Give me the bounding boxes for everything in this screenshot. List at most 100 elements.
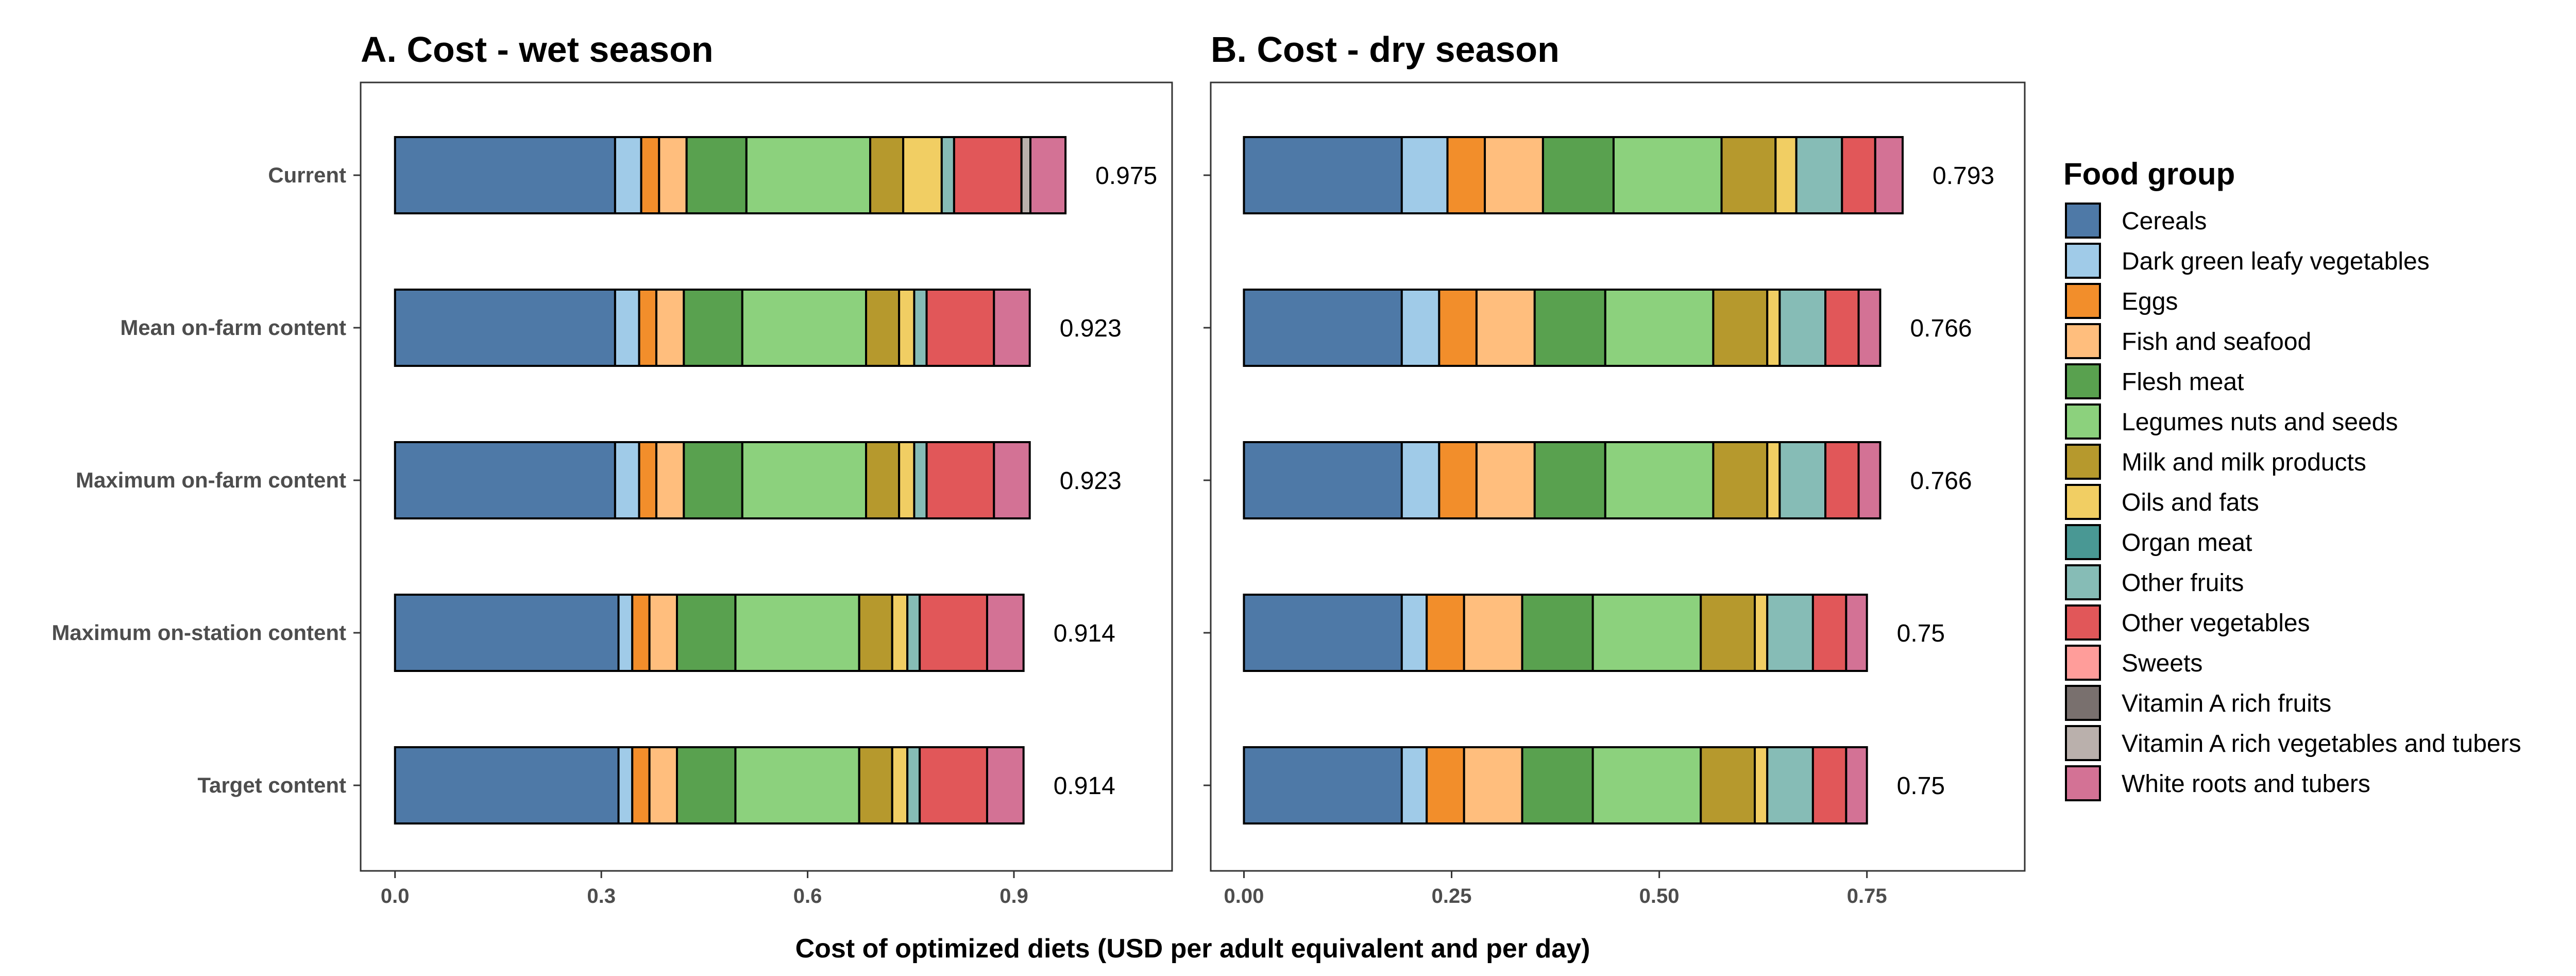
legend-swatch-other-vegetables bbox=[2065, 604, 2101, 641]
bar-segment-wet-maximum-on-farm-content-fish-and-seafood bbox=[655, 441, 685, 519]
panel-wet-season: A. Cost - wet season Current Mean on-farm… bbox=[52, 29, 1173, 907]
x-axis-label: Cost of optimized diets (USD per adult e… bbox=[795, 934, 1590, 964]
bar-segment-dry-current-fish-and-seafood bbox=[1484, 136, 1544, 214]
legend-title: Food group bbox=[2063, 157, 2235, 191]
bar-segment-wet-maximum-on-farm-content-other-fruits bbox=[913, 441, 928, 519]
bar-segment-wet-mean-on-farm-content-dark-green-leafy-vegetables bbox=[614, 289, 640, 367]
total-label-dry-target-content: 0.75 bbox=[1897, 772, 1945, 800]
bar-segment-wet-mean-on-farm-content-cereals bbox=[394, 289, 616, 367]
bar-segment-wet-maximum-on-station-content-oils-and-fats bbox=[891, 594, 909, 672]
bar-segment-wet-mean-on-farm-content-fish-and-seafood bbox=[655, 289, 685, 367]
bar-segment-wet-maximum-on-farm-content-milk-and-milk-products bbox=[865, 441, 901, 519]
legend-label-milk-and-milk-products: Milk and milk products bbox=[2122, 449, 2366, 476]
bar-segment-wet-mean-on-farm-content-other-vegetables bbox=[925, 289, 995, 367]
bar-segment-wet-current-other-vegetables bbox=[953, 136, 1023, 214]
bar-segment-wet-mean-on-farm-content-legumes-nuts-and-seeds bbox=[741, 289, 868, 367]
total-label-wet-maximum-on-farm-content: 0.923 bbox=[1060, 467, 1122, 495]
x-tick-label-wet-2: 0.6 bbox=[793, 885, 822, 907]
legend-swatch-eggs bbox=[2065, 283, 2101, 319]
total-label-wet-mean-on-farm-content: 0.923 bbox=[1060, 315, 1122, 342]
legend-label-organ-meat: Organ meat bbox=[2122, 529, 2252, 557]
bar-segment-dry-mean-on-farm-content-eggs bbox=[1438, 289, 1478, 367]
bar-segment-dry-maximum-on-station-content-cereals bbox=[1243, 594, 1403, 672]
bar-segment-dry-maximum-on-farm-content-dark-green-leafy-vegetables bbox=[1400, 441, 1440, 519]
legend-label-other-fruits: Other fruits bbox=[2122, 569, 2244, 597]
x-tick-label-wet-0: 0.0 bbox=[381, 885, 410, 907]
bar-segment-dry-target-content-legumes-nuts-and-seeds bbox=[1591, 746, 1702, 824]
bar-segment-wet-maximum-on-station-content-other-fruits bbox=[906, 594, 921, 672]
bar-segment-wet-current-fish-and-seafood bbox=[658, 136, 688, 214]
bar-segment-wet-maximum-on-farm-content-cereals bbox=[394, 441, 616, 519]
bar-segment-wet-maximum-on-station-content-cereals bbox=[394, 594, 620, 672]
bar-segment-wet-maximum-on-station-content-other-vegetables bbox=[919, 594, 988, 672]
bar-segment-wet-maximum-on-station-content-dark-green-leafy-vegetables bbox=[617, 594, 634, 672]
legend-swatch-cereals bbox=[2065, 203, 2101, 239]
bar-segment-dry-current-cereals bbox=[1243, 136, 1403, 214]
bar-segment-dry-maximum-on-farm-content-eggs bbox=[1438, 441, 1478, 519]
bar-segment-wet-mean-on-farm-content-flesh-meat bbox=[683, 289, 743, 367]
bar-segment-dry-mean-on-farm-content-dark-green-leafy-vegetables bbox=[1400, 289, 1440, 367]
legend-label-vitamin-a-rich-vegetables-and-tubers: Vitamin A rich vegetables and tubers bbox=[2122, 730, 2521, 758]
bar-segment-wet-maximum-on-station-content-flesh-meat bbox=[675, 594, 737, 672]
bar-segment-dry-maximum-on-station-content-other-vegetables bbox=[1811, 594, 1848, 672]
legend-swatch-vitamin-a-rich-vegetables-and-tubers bbox=[2065, 725, 2101, 761]
bar-segment-dry-target-content-fish-and-seafood bbox=[1463, 746, 1523, 824]
bar-segment-dry-target-content-white-roots-and-tubers bbox=[1845, 746, 1868, 824]
bar-segment-dry-current-white-roots-and-tubers bbox=[1874, 136, 1904, 214]
bar-segment-dry-current-flesh-meat bbox=[1541, 136, 1615, 214]
legend-label-eggs: Eggs bbox=[2122, 288, 2178, 315]
bar-segment-wet-maximum-on-farm-content-flesh-meat bbox=[683, 441, 743, 519]
bar-segment-dry-maximum-on-station-content-dark-green-leafy-vegetables bbox=[1400, 594, 1428, 672]
bar-segment-dry-maximum-on-station-content-other-fruits bbox=[1766, 594, 1814, 672]
x-tick-label-wet-3: 0.9 bbox=[999, 885, 1028, 907]
bar-segment-wet-target-content-flesh-meat bbox=[675, 746, 737, 824]
x-tick-label-dry-1: 0.25 bbox=[1432, 885, 1472, 907]
bar-segment-wet-target-content-white-roots-and-tubers bbox=[986, 746, 1025, 824]
bar-segment-wet-current-other-fruits bbox=[940, 136, 955, 214]
bar-segment-wet-maximum-on-farm-content-legumes-nuts-and-seeds bbox=[741, 441, 868, 519]
bar-segment-wet-mean-on-farm-content-other-fruits bbox=[913, 289, 928, 367]
bar-segment-dry-current-other-fruits bbox=[1795, 136, 1843, 214]
panel-title-dry-season: B. Cost - dry season bbox=[1211, 29, 1560, 70]
bar-segment-wet-target-content-cereals bbox=[394, 746, 620, 824]
bar-segment-dry-maximum-on-station-content-white-roots-and-tubers bbox=[1845, 594, 1868, 672]
bar-segment-dry-target-content-other-vegetables bbox=[1811, 746, 1848, 824]
bar-segment-wet-current-legumes-nuts-and-seeds bbox=[745, 136, 872, 214]
bar-segment-dry-current-dark-green-leafy-vegetables bbox=[1400, 136, 1449, 214]
legend: Food group Cereals Dark green leafy veget… bbox=[2063, 157, 2521, 801]
legend-swatch-flesh-meat bbox=[2065, 363, 2101, 399]
legend-label-flesh-meat: Flesh meat bbox=[2122, 368, 2244, 396]
bar-segment-wet-target-content-eggs bbox=[631, 746, 651, 824]
total-label-dry-maximum-on-farm-content: 0.766 bbox=[1910, 467, 1972, 495]
bar-segment-dry-target-content-cereals bbox=[1243, 746, 1403, 824]
bar-segment-dry-maximum-on-station-content-fish-and-seafood bbox=[1463, 594, 1523, 672]
category-label-maximum-on-farm-content: Maximum on-farm content bbox=[76, 468, 346, 492]
legend-swatch-dark-green-leafy-vegetables bbox=[2065, 243, 2101, 279]
bar-segment-wet-current-eggs bbox=[640, 136, 660, 214]
bar-segment-dry-current-legumes-nuts-and-seeds bbox=[1612, 136, 1723, 214]
bar-segment-dry-current-eggs bbox=[1446, 136, 1486, 214]
bar-segment-wet-mean-on-farm-content-oils-and-fats bbox=[898, 289, 916, 367]
bar-segment-wet-current-dark-green-leafy-vegetables bbox=[614, 136, 642, 214]
category-label-current: Current bbox=[268, 163, 346, 187]
bar-segment-dry-mean-on-farm-content-milk-and-milk-products bbox=[1712, 289, 1769, 367]
bar-segment-dry-target-content-dark-green-leafy-vegetables bbox=[1400, 746, 1428, 824]
bar-segment-dry-target-content-flesh-meat bbox=[1521, 746, 1594, 824]
bar-segment-wet-target-content-legumes-nuts-and-seeds bbox=[734, 746, 860, 824]
bar-segment-dry-maximum-on-farm-content-other-vegetables bbox=[1824, 441, 1860, 519]
x-tick-label-wet-1: 0.3 bbox=[587, 885, 616, 907]
bar-segment-wet-mean-on-farm-content-eggs bbox=[638, 289, 657, 367]
bar-segment-wet-target-content-oils-and-fats bbox=[891, 746, 909, 824]
legend-swatch-other-fruits bbox=[2065, 564, 2101, 600]
bar-segment-dry-maximum-on-farm-content-fish-and-seafood bbox=[1475, 441, 1536, 519]
x-tick-label-dry-0: 0.00 bbox=[1224, 885, 1264, 907]
total-label-dry-mean-on-farm-content: 0.766 bbox=[1910, 315, 1972, 342]
legend-swatch-sweets bbox=[2065, 645, 2101, 681]
bar-segment-dry-current-other-vegetables bbox=[1841, 136, 1876, 214]
legend-swatch-white-roots-and-tubers bbox=[2065, 765, 2101, 801]
bar-segment-wet-current-flesh-meat bbox=[685, 136, 748, 214]
bar-segment-wet-mean-on-farm-content-white-roots-and-tubers bbox=[993, 289, 1031, 367]
total-label-dry-current: 0.793 bbox=[1933, 162, 1994, 190]
legend-label-cereals: Cereals bbox=[2122, 208, 2207, 235]
